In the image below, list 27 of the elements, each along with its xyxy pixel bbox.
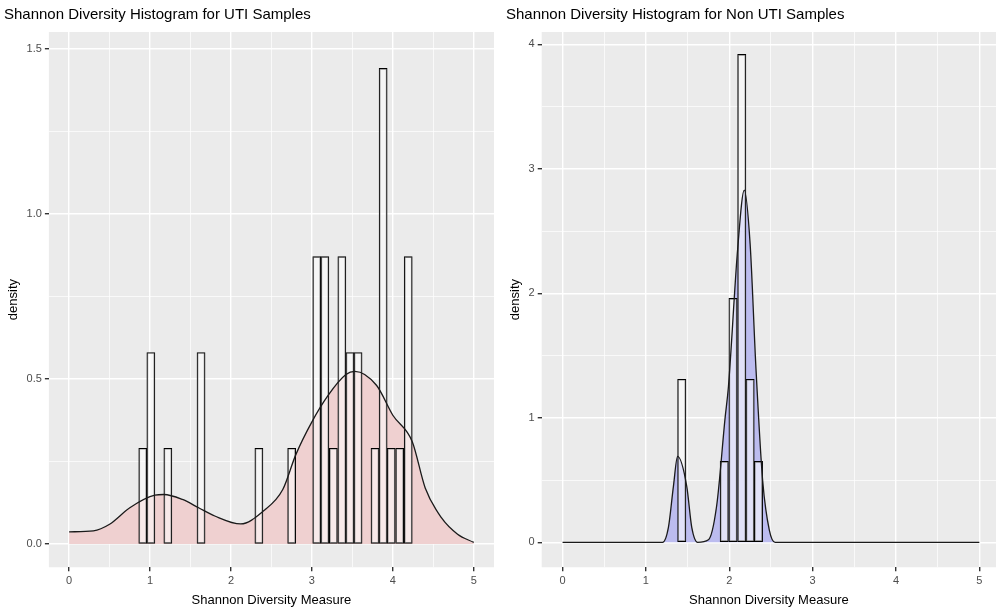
y-axis-title: density <box>507 278 523 321</box>
x-tick-label: 5 <box>976 573 983 586</box>
x-axis-title: Shannon Diversity Measure <box>191 591 352 607</box>
y-tick-label: 4 <box>528 37 535 50</box>
chart-title: Shannon Diversity Histogram for UTI Samples <box>4 5 311 23</box>
x-tick-label: 1 <box>642 573 649 586</box>
y-tick-label: 0.5 <box>26 371 42 384</box>
y-tick-label: 0 <box>528 535 535 548</box>
y-axis-title: density <box>5 278 21 321</box>
x-tick-label: 3 <box>308 573 315 586</box>
x-tick-label: 5 <box>470 573 477 586</box>
x-tick-label: 4 <box>892 573 900 586</box>
x-axis-title: Shannon Diversity Measure <box>689 591 849 607</box>
x-tick-label: 2 <box>726 573 733 586</box>
chart-title: Shannon Diversity Histogram for Non UTI Samples <box>506 5 845 23</box>
x-tick-label: 0 <box>559 573 566 586</box>
y-tick-label: 1.0 <box>26 206 42 219</box>
x-tick-label: 4 <box>389 573 396 586</box>
x-tick-label: 2 <box>227 573 235 586</box>
y-tick-label: 0.0 <box>26 537 42 550</box>
y-tick-label: 3 <box>528 161 535 174</box>
x-tick-label: 3 <box>809 573 816 586</box>
y-tick-label: 1.5 <box>26 41 42 54</box>
x-tick-label: 0 <box>66 573 73 586</box>
x-tick-label: 1 <box>146 573 154 586</box>
y-tick-label: 2 <box>528 286 535 299</box>
y-tick-label: 1 <box>528 410 535 423</box>
